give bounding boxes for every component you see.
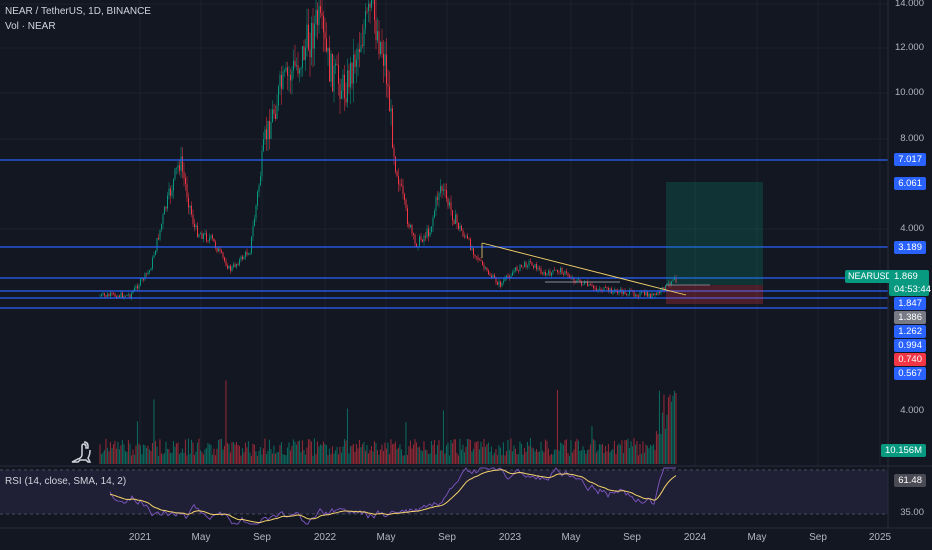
volume-value-tag[interactable]: 10.156M [881, 444, 926, 457]
level-tag-0994[interactable]: 0.994 [894, 339, 926, 352]
time-label-sep-2022: Sep [438, 532, 456, 543]
price-label-8: 8.000 [900, 133, 924, 144]
volume-axis-label: 4.000 [900, 405, 924, 416]
time-label-2024: 2024 [683, 532, 707, 543]
symbol-title: NEAR / TetherUS, 1D, BINANCE [5, 6, 151, 17]
level-tag-1847[interactable]: 1.847 [894, 297, 926, 310]
level-tag-0740[interactable]: 0.740 [894, 353, 926, 366]
time-label-may-2023: May [561, 532, 581, 543]
time-label-sep-2024: Sep [809, 532, 827, 543]
time-label-sep-2023: Sep [623, 532, 641, 543]
rsi-legend: RSI (14, close, SMA, 14, 2) [5, 476, 127, 487]
ticker-symbol-tag[interactable]: NEARUSDT [845, 270, 901, 283]
price-label-12: 12.000 [894, 42, 924, 53]
level-tag-6061[interactable]: 6.061 [894, 177, 926, 190]
time-label-2021: 2021 [128, 532, 152, 543]
level-tag-3189[interactable]: 3.189 [894, 241, 926, 254]
price-label-10: 10.000 [894, 87, 924, 98]
volume-legend: Vol · NEAR [5, 21, 56, 32]
bar-countdown: 04:53:44 [894, 284, 931, 295]
rsi-axis-label: 35.00 [900, 507, 924, 518]
time-label-may-2022: May [376, 532, 396, 543]
level-tag-7017[interactable]: 7.017 [894, 153, 926, 166]
price-label-4: 4.000 [900, 223, 924, 234]
rsi-value-tag[interactable]: 61.48 [894, 474, 926, 487]
time-label-2022: 2022 [313, 532, 337, 543]
time-label-2025: 2025 [868, 532, 892, 543]
level-tag-0567[interactable]: 0.567 [894, 367, 926, 380]
tradingview-dino-icon [71, 441, 92, 463]
time-label-may-2021: May [191, 532, 211, 543]
level-tag-1386[interactable]: 1.386 [894, 311, 926, 324]
last-price-tag[interactable]: 1.869 04:53:44 [889, 270, 931, 296]
time-label-may-2024: May [747, 532, 767, 543]
time-label-2023: 2023 [498, 532, 522, 543]
last-price-value: 1.869 [894, 271, 918, 282]
time-label-sep-2021: Sep [253, 532, 271, 543]
price-label-14: 14.000 [894, 0, 924, 9]
level-tag-1262[interactable]: 1.262 [894, 325, 926, 338]
